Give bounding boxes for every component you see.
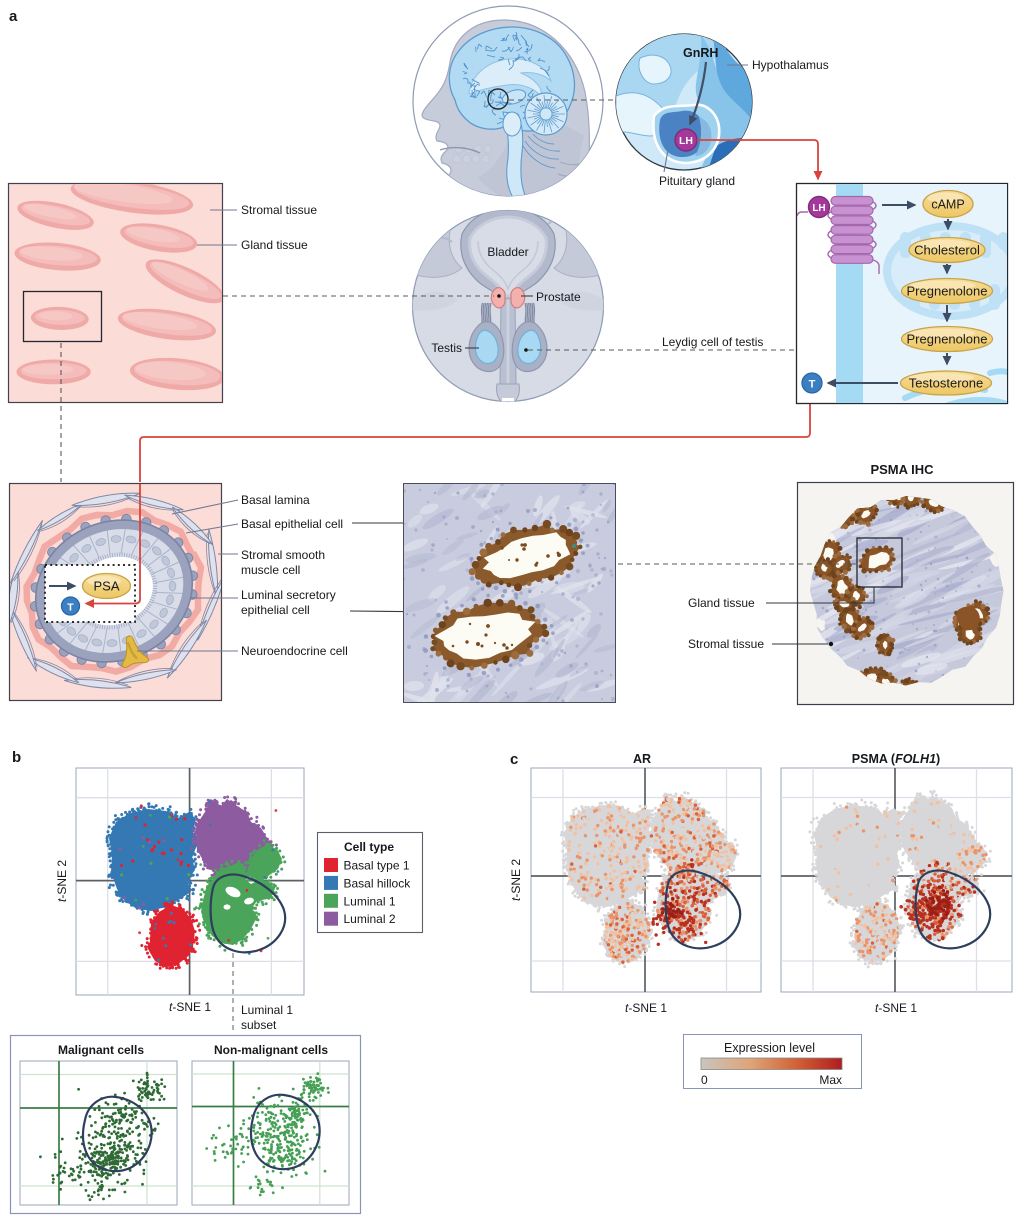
svg-text:Stromal tissue: Stromal tissue	[241, 203, 317, 217]
svg-text:t-SNE 2: t-SNE 2	[55, 860, 69, 902]
svg-text:Gland tissue: Gland tissue	[688, 596, 755, 610]
svg-text:muscle cell: muscle cell	[241, 563, 300, 577]
svg-text:T: T	[67, 602, 74, 614]
svg-text:PSMA IHC: PSMA IHC	[870, 462, 934, 477]
svg-text:Neuroendocrine cell: Neuroendocrine cell	[241, 644, 348, 658]
svg-text:Luminal 1: Luminal 1	[241, 1003, 293, 1017]
svg-text:Bladder: Bladder	[487, 245, 528, 259]
svg-text:c: c	[510, 751, 518, 768]
svg-text:LH: LH	[812, 203, 825, 214]
svg-text:Pituitary gland: Pituitary gland	[659, 174, 735, 188]
svg-text:LH: LH	[679, 135, 693, 147]
svg-text:Prostate: Prostate	[536, 290, 581, 304]
svg-text:t-SNE 1: t-SNE 1	[169, 1000, 211, 1014]
svg-text:PSA: PSA	[93, 579, 119, 594]
svg-text:Gland tissue: Gland tissue	[241, 238, 308, 252]
svg-text:Pregnenolone: Pregnenolone	[907, 332, 988, 347]
svg-text:Basal lamina: Basal lamina	[241, 493, 310, 507]
svg-text:GnRH: GnRH	[683, 46, 718, 60]
svg-text:Basal type 1: Basal type 1	[344, 859, 410, 873]
svg-text:b: b	[12, 749, 21, 766]
svg-text:Stromal smooth: Stromal smooth	[241, 548, 325, 562]
svg-text:Leydig cell of testis: Leydig cell of testis	[662, 335, 763, 349]
svg-text:Hypothalamus: Hypothalamus	[752, 58, 829, 72]
svg-text:epithelial cell: epithelial cell	[241, 603, 310, 617]
svg-text:T: T	[809, 379, 816, 391]
svg-text:a: a	[9, 8, 18, 25]
svg-text:Testosterone: Testosterone	[909, 376, 983, 391]
svg-text:cAMP: cAMP	[931, 198, 964, 212]
svg-text:Pregnenolone: Pregnenolone	[907, 284, 988, 299]
svg-text:Cholesterol: Cholesterol	[914, 243, 980, 258]
svg-text:subset: subset	[241, 1018, 277, 1032]
svg-text:Cell type: Cell type	[344, 840, 394, 854]
svg-text:Basal epithelial cell: Basal epithelial cell	[241, 517, 343, 531]
svg-text:Luminal 1: Luminal 1	[344, 894, 396, 908]
svg-text:Luminal secretory: Luminal secretory	[241, 588, 336, 602]
svg-text:Testis: Testis	[431, 341, 462, 355]
svg-text:Luminal 2: Luminal 2	[344, 912, 396, 926]
svg-text:Basal hillock: Basal hillock	[344, 876, 412, 890]
svg-text:Stromal tissue: Stromal tissue	[688, 637, 764, 651]
